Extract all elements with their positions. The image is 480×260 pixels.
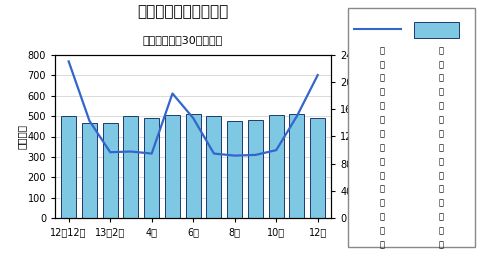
Text: 常: 常 xyxy=(438,46,444,55)
Text: 金: 金 xyxy=(438,185,444,194)
Text: 平: 平 xyxy=(380,143,385,152)
Bar xyxy=(144,118,159,218)
Text: 時: 時 xyxy=(380,226,385,235)
Text: 労: 労 xyxy=(380,199,385,208)
Bar xyxy=(61,116,76,218)
Text: 均: 均 xyxy=(438,157,444,166)
Text: １: １ xyxy=(438,115,444,125)
Y-axis label: （千円）: （千円） xyxy=(16,124,26,149)
Bar xyxy=(82,123,97,218)
Bar xyxy=(414,22,459,38)
Bar xyxy=(123,116,138,218)
Text: 与: 与 xyxy=(438,213,444,222)
Text: 均: 均 xyxy=(380,157,385,166)
Text: 労: 労 xyxy=(380,74,385,83)
Text: 間: 間 xyxy=(380,240,385,249)
Y-axis label: （時間）: （時間） xyxy=(360,124,370,149)
Text: 人: 人 xyxy=(438,129,444,138)
Text: 総: 総 xyxy=(438,226,444,235)
Bar xyxy=(165,115,180,218)
Text: 現: 現 xyxy=(438,171,444,180)
Text: 者: 者 xyxy=(380,102,385,110)
Text: 額: 額 xyxy=(438,240,444,249)
Bar xyxy=(289,114,304,218)
Bar xyxy=(269,115,284,218)
Text: 働: 働 xyxy=(380,88,385,97)
Bar xyxy=(206,116,221,218)
Text: １: １ xyxy=(380,115,385,125)
Bar xyxy=(310,118,325,218)
Text: 用: 用 xyxy=(438,60,444,69)
Text: （事業所規模30人以上）: （事業所規模30人以上） xyxy=(142,35,223,45)
Text: 人: 人 xyxy=(380,129,385,138)
Text: 労: 労 xyxy=(438,74,444,83)
Bar xyxy=(103,123,118,218)
Text: 賃金と労働時間の推移: 賃金と労働時間の推移 xyxy=(137,4,228,19)
Text: 働: 働 xyxy=(438,88,444,97)
Text: 者: 者 xyxy=(438,102,444,110)
Text: 平: 平 xyxy=(438,143,444,152)
Bar xyxy=(248,120,263,218)
Text: 総: 総 xyxy=(380,171,385,180)
Text: 実: 実 xyxy=(380,185,385,194)
Text: 常: 常 xyxy=(380,46,385,55)
Text: 働: 働 xyxy=(380,213,385,222)
FancyBboxPatch shape xyxy=(348,8,475,247)
Bar xyxy=(227,121,242,218)
Bar xyxy=(186,114,201,218)
Text: 用: 用 xyxy=(380,60,385,69)
Text: 給: 給 xyxy=(438,199,444,208)
